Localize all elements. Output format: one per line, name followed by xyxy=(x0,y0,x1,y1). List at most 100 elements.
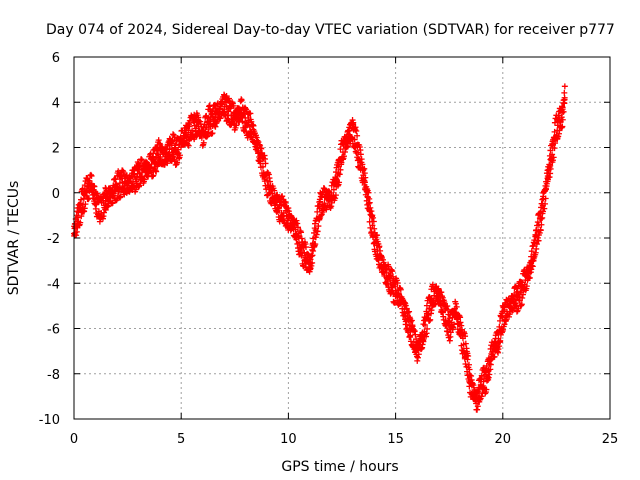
data-point xyxy=(559,116,566,123)
data-point xyxy=(332,192,339,199)
data-point xyxy=(445,318,452,325)
data-point xyxy=(561,83,568,90)
data-point xyxy=(295,232,302,239)
data-point xyxy=(464,350,471,357)
data-point xyxy=(259,163,266,170)
data-point xyxy=(414,357,421,364)
data-point xyxy=(519,295,526,302)
data-point xyxy=(310,248,317,255)
data-point xyxy=(542,200,549,207)
data-point xyxy=(77,219,84,226)
x-tick-label: 20 xyxy=(495,432,512,447)
data-point xyxy=(547,165,554,172)
data-point xyxy=(491,353,498,360)
data-point xyxy=(555,112,562,119)
data-points xyxy=(71,83,568,413)
data-point xyxy=(109,200,116,207)
data-point xyxy=(294,220,301,227)
data-point xyxy=(308,262,315,269)
data-point xyxy=(153,168,160,175)
data-point xyxy=(209,130,216,137)
data-point xyxy=(534,219,541,226)
data-point xyxy=(94,190,101,197)
data-point xyxy=(426,317,433,324)
data-point xyxy=(412,331,419,338)
data-point xyxy=(313,231,320,238)
data-point xyxy=(357,151,364,158)
data-point xyxy=(348,135,355,142)
data-point xyxy=(411,328,418,335)
data-point xyxy=(397,286,404,293)
data-point xyxy=(298,252,305,259)
data-point xyxy=(351,136,358,143)
data-point xyxy=(518,301,525,308)
data-point xyxy=(500,326,507,333)
data-point xyxy=(258,151,265,158)
y-axis-label: SDTVAR / TECUs xyxy=(6,181,22,296)
data-point xyxy=(523,283,530,290)
data-point xyxy=(539,196,546,203)
data-point xyxy=(120,168,127,175)
data-point xyxy=(247,110,254,117)
data-point xyxy=(407,334,414,341)
data-point xyxy=(394,280,401,287)
data-point xyxy=(282,198,289,205)
data-point xyxy=(119,167,126,174)
data-point xyxy=(495,346,502,353)
data-point xyxy=(279,193,286,200)
data-point xyxy=(427,316,434,323)
data-point xyxy=(78,196,85,203)
data-point xyxy=(189,127,196,134)
data-point xyxy=(295,239,302,246)
data-point xyxy=(316,205,323,212)
data-point xyxy=(238,97,245,104)
data-point xyxy=(314,228,321,235)
data-point xyxy=(497,317,504,324)
data-point xyxy=(466,366,473,373)
data-point xyxy=(354,132,361,139)
data-point xyxy=(206,103,213,110)
data-point xyxy=(117,193,124,200)
data-point xyxy=(308,253,315,260)
data-point xyxy=(82,201,89,208)
data-point xyxy=(88,172,95,179)
data-point xyxy=(301,249,308,256)
data-point xyxy=(271,187,278,194)
data-point xyxy=(552,140,559,147)
data-point xyxy=(452,300,459,307)
data-point xyxy=(457,314,464,321)
data-point xyxy=(262,160,269,167)
data-point xyxy=(336,171,343,178)
data-point xyxy=(376,243,383,250)
data-point xyxy=(362,174,369,181)
data-point xyxy=(458,322,465,329)
data-point xyxy=(350,120,357,127)
x-tick-label: 0 xyxy=(70,432,78,447)
data-point xyxy=(551,145,558,152)
data-point xyxy=(208,130,215,137)
data-point xyxy=(476,396,483,403)
data-point xyxy=(474,406,481,413)
data-point xyxy=(185,142,192,149)
data-point xyxy=(337,166,344,173)
y-tick-label: -6 xyxy=(47,323,60,338)
data-point xyxy=(150,172,157,179)
data-point xyxy=(368,208,375,215)
grid-layer xyxy=(74,57,610,419)
x-tick-label: 25 xyxy=(602,432,619,447)
data-point xyxy=(559,104,566,111)
data-point xyxy=(295,224,302,231)
data-point xyxy=(549,157,556,164)
data-point xyxy=(149,173,156,180)
chart-title: Day 074 of 2024, Sidereal Day-to-day VTE… xyxy=(46,22,615,38)
data-point xyxy=(528,248,535,255)
data-point xyxy=(186,123,193,130)
data-point xyxy=(257,145,264,152)
data-point xyxy=(377,247,384,254)
data-point xyxy=(407,318,414,325)
data-point xyxy=(393,277,400,284)
data-point xyxy=(465,353,472,360)
data-point xyxy=(402,302,409,309)
data-point xyxy=(307,256,314,263)
data-point xyxy=(77,200,84,207)
